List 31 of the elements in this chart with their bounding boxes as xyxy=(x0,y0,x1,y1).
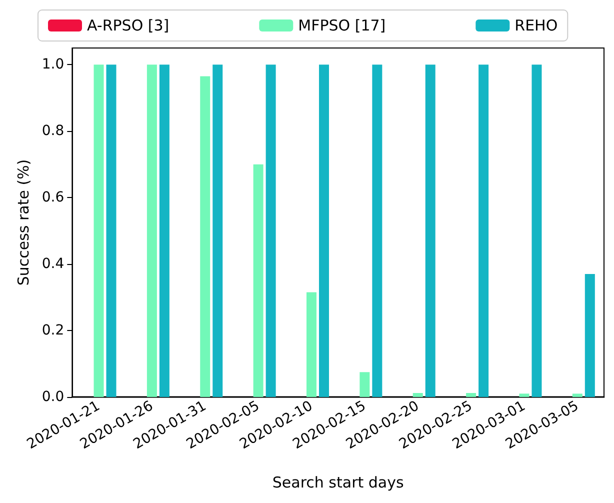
legend-label: MFPSO [17] xyxy=(298,16,386,34)
bar xyxy=(372,64,382,397)
bar xyxy=(253,164,264,397)
bar xyxy=(159,64,170,397)
bar xyxy=(584,274,595,397)
bar xyxy=(466,393,476,397)
bar xyxy=(425,64,436,397)
y-axis-title: Success rate (%) xyxy=(14,159,32,286)
bar xyxy=(318,64,329,397)
y-tick-label: 0.4 xyxy=(42,256,64,272)
y-tick-label: 1.0 xyxy=(42,56,64,73)
bar xyxy=(572,394,582,397)
y-tick-label: 0.8 xyxy=(42,123,64,140)
bar xyxy=(266,64,276,397)
legend-label: REHO xyxy=(514,16,558,34)
bar xyxy=(106,64,116,397)
x-axis-title: Search start days xyxy=(272,474,404,492)
y-tick-label: 0.0 xyxy=(42,389,64,405)
y-tick-label: 0.6 xyxy=(42,190,64,206)
legend-label: A-RPSO [3] xyxy=(87,16,170,34)
bar xyxy=(212,64,223,397)
bar xyxy=(519,394,530,397)
bar xyxy=(146,64,157,397)
bar xyxy=(412,393,423,397)
bar xyxy=(306,292,316,397)
y-tick-label: 0.2 xyxy=(42,322,64,339)
bar xyxy=(532,64,542,397)
bar xyxy=(94,64,104,397)
bar xyxy=(360,372,370,397)
bar xyxy=(200,76,210,397)
bar xyxy=(478,64,489,397)
